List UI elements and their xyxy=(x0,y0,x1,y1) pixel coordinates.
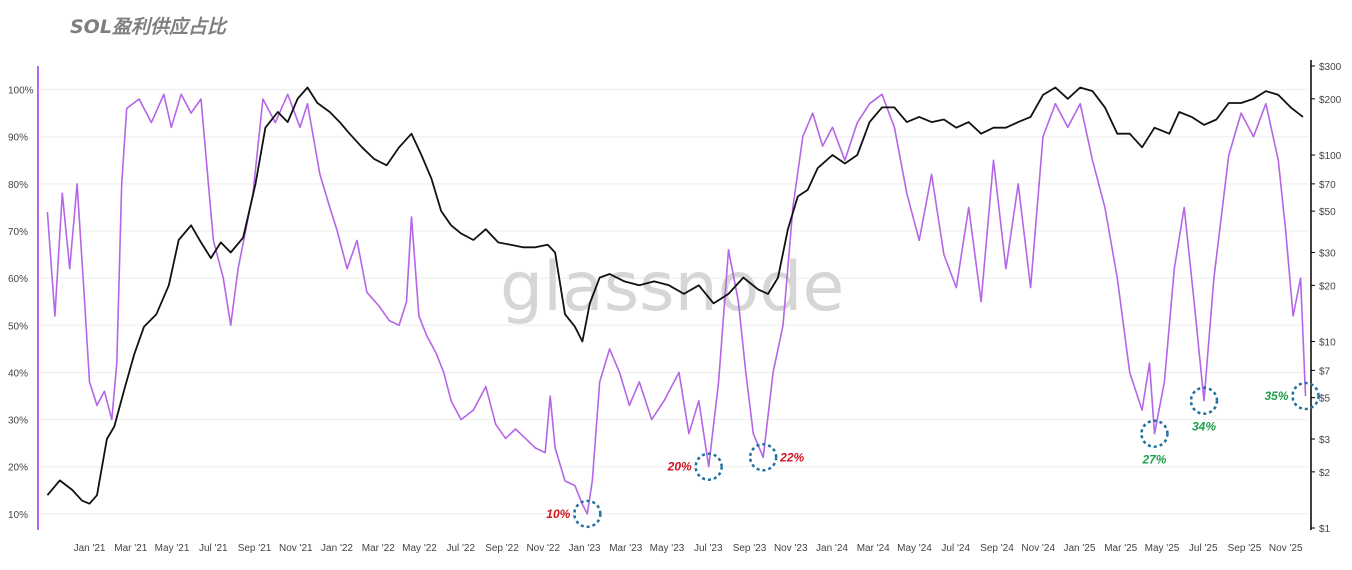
y-right-tick-label: $70 xyxy=(1319,180,1336,191)
x-tick-label: May '21 xyxy=(155,543,190,554)
supply-in-profit-line xyxy=(46,93,1307,515)
x-tick-label: Mar '23 xyxy=(609,543,642,554)
annotation-label: 22% xyxy=(779,450,804,464)
x-tick-label: Nov '22 xyxy=(526,543,560,554)
x-tick-label: Jan '21 xyxy=(74,543,106,554)
annotation-label: 10% xyxy=(546,507,570,521)
annotation-circle xyxy=(1140,419,1169,448)
y-right-tick-label: $100 xyxy=(1319,151,1342,162)
annotation-label: 35% xyxy=(1264,389,1288,403)
x-tick-label: Sep '21 xyxy=(238,543,272,554)
y-left-tick-label: 30% xyxy=(8,416,28,427)
chart-title: SOL盈利供应占比 xyxy=(70,16,226,38)
x-tick-label: Jul '22 xyxy=(446,543,475,554)
x-tick-label: May '24 xyxy=(897,543,932,554)
y-right-tick-label: $10 xyxy=(1319,337,1336,348)
y-axis-left-ticks: 10% 20% 30% 40% 50% 60% 70% 80% 90% 100% xyxy=(8,86,34,521)
annotation-circle xyxy=(1291,381,1320,411)
x-tick-label: Jul '24 xyxy=(941,543,970,554)
series-layer xyxy=(46,86,1307,515)
x-tick-label: May '22 xyxy=(402,543,437,554)
x-tick-label: May '25 xyxy=(1145,543,1180,554)
y-right-tick-label: $50 xyxy=(1319,207,1336,218)
y-left-tick-label: 90% xyxy=(8,133,28,144)
annotation-label: 20% xyxy=(667,460,692,474)
price-line xyxy=(46,86,1304,505)
x-tick-label: Jan '25 xyxy=(1064,543,1096,554)
y-right-tick-label: $2 xyxy=(1319,468,1331,479)
x-tick-label: May '23 xyxy=(650,543,685,554)
x-tick-label: Sep '24 xyxy=(980,543,1014,554)
x-tick-label: Nov '25 xyxy=(1269,543,1303,554)
x-axis-ticks: Jan '21 Mar '21 May '21 Jul '21 Sep '21 Nov '… xyxy=(74,543,1303,554)
y-right-tick-label: $300 xyxy=(1319,62,1342,73)
x-tick-label: Jan '23 xyxy=(569,543,601,554)
x-tick-label: Sep '23 xyxy=(733,543,767,554)
x-tick-label: Jul '23 xyxy=(694,543,723,554)
y-right-tick-label: $1 xyxy=(1319,524,1331,535)
y-left-tick-label: 80% xyxy=(8,180,28,191)
annotations: 10% 20% 22% 27% 34% 35% xyxy=(546,381,1320,529)
y-right-tick-label: $5 xyxy=(1319,394,1331,405)
gridlines xyxy=(40,89,1308,515)
y-left-tick-label: 10% xyxy=(8,510,28,521)
y-right-tick-label: $200 xyxy=(1319,95,1342,106)
y-left-tick-label: 70% xyxy=(8,227,28,238)
annotation-circle xyxy=(748,443,778,472)
annotation-circle xyxy=(694,452,723,481)
y-left-tick-label: 60% xyxy=(8,274,28,285)
annotation-label: 34% xyxy=(1192,420,1216,434)
x-tick-label: Nov '24 xyxy=(1021,543,1055,554)
annotation-circle xyxy=(573,499,602,529)
x-tick-label: Nov '23 xyxy=(774,543,808,554)
x-tick-label: Mar '21 xyxy=(114,543,147,554)
x-tick-label: Mar '25 xyxy=(1104,543,1137,554)
y-right-tick-label: $30 xyxy=(1319,249,1336,260)
x-tick-label: Jul '25 xyxy=(1189,543,1218,554)
x-tick-label: Nov '21 xyxy=(279,543,313,554)
x-tick-label: Sep '22 xyxy=(485,543,519,554)
y-left-tick-label: 40% xyxy=(8,368,28,379)
y-right-tick-label: $3 xyxy=(1319,435,1331,446)
y-right-tick-label: $20 xyxy=(1319,281,1336,292)
annotation-circle xyxy=(1189,386,1219,415)
y-axis-right-ticks: $1 $2 $3 $5 $7 $10 $20 $30 $50 $70 $100 $200 $300 xyxy=(1311,62,1342,535)
x-tick-label: Mar '24 xyxy=(857,543,890,554)
y-right-tick-label: $7 xyxy=(1319,366,1331,377)
y-left-tick-label: 20% xyxy=(8,463,28,474)
x-tick-label: Mar '22 xyxy=(362,543,395,554)
x-tick-label: Jul '21 xyxy=(199,543,228,554)
x-tick-label: Jan '22 xyxy=(321,543,353,554)
x-tick-label: Jan '24 xyxy=(816,543,848,554)
x-tick-label: Sep '25 xyxy=(1228,543,1262,554)
annotation-label: 27% xyxy=(1141,453,1166,467)
y-left-tick-label: 100% xyxy=(8,86,34,97)
y-left-tick-label: 50% xyxy=(8,321,28,332)
